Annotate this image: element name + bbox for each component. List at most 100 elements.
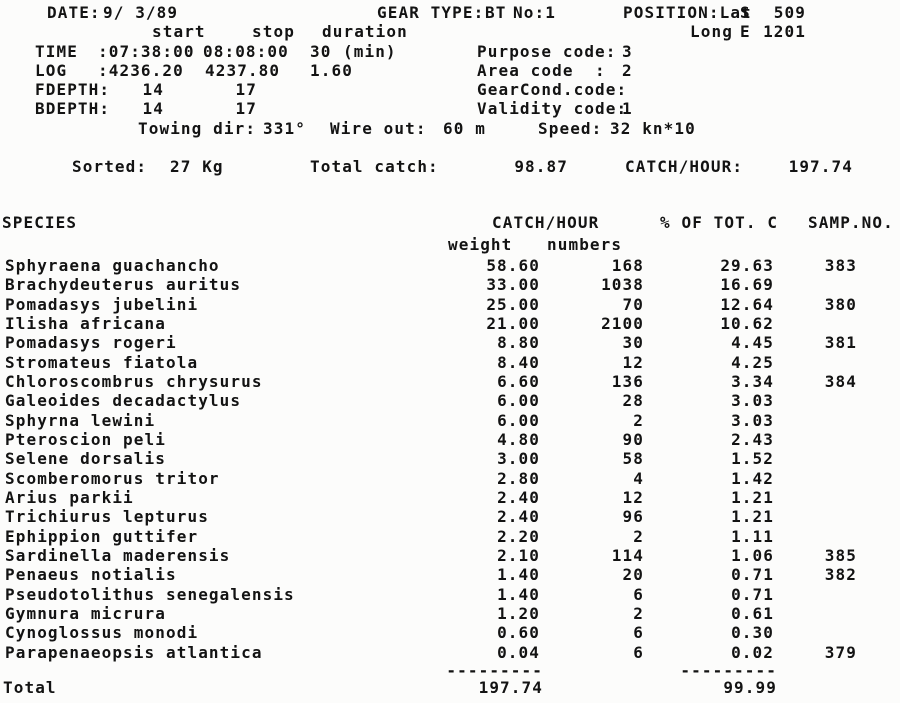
area-code-label: Area code (477, 61, 574, 80)
speed-value: 32 kn*10 (610, 119, 696, 138)
species-column-header: SPECIES (2, 213, 78, 232)
samp-no-value: 381 (824, 333, 857, 352)
weight-value: 1.20 (497, 604, 540, 623)
pct-value: 1.21 (731, 507, 774, 526)
species-name: Sphyrna lewini (5, 411, 156, 430)
weight-value: 1.40 (497, 565, 540, 584)
pct-value: 4.25 (731, 353, 774, 372)
species-name: Parapenaeopsis atlantica (5, 643, 263, 662)
species-name: Sphyraena guachancho (5, 256, 220, 275)
table-row: Brachydeuterus auritus 33.00 1038 16.69 (0, 275, 900, 295)
pct-value: 2.43 (731, 430, 774, 449)
weight-value: 8.40 (497, 353, 540, 372)
purpose-code-value: 3 (622, 42, 633, 61)
table-row: Arius parkii 2.40 12 1.21 (0, 488, 900, 508)
samp-no-column-header: SAMP.NO. (808, 213, 894, 232)
log-stop: 4237.80 (205, 61, 281, 80)
validity-code-label: Validity code: (477, 99, 628, 118)
date-value: 9/ 3/89 (103, 3, 179, 22)
long-value: 1201 (763, 22, 806, 41)
pct-value: 16.69 (720, 275, 774, 294)
pct-value: 0.61 (731, 604, 774, 623)
table-row: Pteroscion peli 4.80 90 2.43 (0, 430, 900, 450)
time-stop: 08:08:00 (203, 42, 289, 61)
numbers-value: 114 (611, 546, 644, 565)
pct-value: 0.02 (731, 643, 774, 662)
pct-total-divider: --------- (680, 661, 777, 680)
date-label: DATE: (47, 3, 101, 22)
table-row: Ephippion guttifer 2.20 2 1.11 (0, 527, 900, 547)
validity-code-value: 1 (622, 99, 633, 118)
pct-tot-column-header: % OF TOT. C (660, 213, 779, 232)
weight-value: 6.60 (497, 372, 540, 391)
fdepth-label: FDEPTH: (35, 80, 111, 99)
table-row: Pseudotolithus senegalensis 1.40 6 0.71 (0, 585, 900, 605)
species-name: Selene dorsalis (5, 449, 166, 468)
fdepth-start: 14 (142, 80, 164, 99)
sorted-label: Sorted: (72, 157, 148, 176)
pct-value: 4.45 (731, 333, 774, 352)
weight-value: 2.40 (497, 488, 540, 507)
species-name: Galeoides decadactylus (5, 391, 242, 410)
lat-value: 509 (773, 3, 806, 22)
total-row-label: Total (3, 678, 57, 697)
weight-value: 2.20 (497, 527, 540, 546)
weight-value: 2.10 (497, 546, 540, 565)
weight-value: 6.00 (497, 411, 540, 430)
numbers-value: 6 (633, 623, 644, 642)
numbers-value: 20 (622, 565, 644, 584)
numbers-value: 168 (611, 256, 644, 275)
table-row: Pomadasys jubelini 25.00 70 12.64 380 (0, 295, 900, 315)
species-name: Stromateus fiatola (5, 353, 199, 372)
species-name: Cynoglossus monodi (5, 623, 199, 642)
table-row: Cynoglossus monodi 0.60 6 0.30 (0, 623, 900, 643)
numbers-value: 2 (633, 604, 644, 623)
species-name: Ilisha africana (5, 314, 166, 333)
numbers-value: 70 (622, 295, 644, 314)
pct-value: 3.03 (731, 411, 774, 430)
area-code-colon: : (595, 61, 606, 80)
numbers-value: 90 (622, 430, 644, 449)
weight-value: 33.00 (486, 275, 540, 294)
species-name: Scomberomorus tritor (5, 469, 220, 488)
pct-value: 1.21 (731, 488, 774, 507)
species-name: Pseudotolithus senegalensis (5, 585, 295, 604)
pct-value: 0.71 (731, 585, 774, 604)
lat-hemisphere: S (740, 3, 751, 22)
weight-value: 2.40 (497, 507, 540, 526)
area-code-value: 2 (622, 61, 633, 80)
table-row: Trichiurus lepturus 2.40 96 1.21 (0, 507, 900, 527)
samp-no-value: 382 (824, 565, 857, 584)
table-row: Selene dorsalis 3.00 58 1.52 (0, 449, 900, 469)
table-row: Parapenaeopsis atlantica 0.04 6 0.02 379 (0, 643, 900, 663)
log-start: :4236.20 (98, 61, 184, 80)
species-name: Pomadasys jubelini (5, 295, 199, 314)
weight-subheader: weight (448, 235, 513, 254)
numbers-value: 1038 (601, 275, 644, 294)
species-name: Pteroscion peli (5, 430, 166, 449)
bdepth-start: 14 (142, 99, 164, 118)
weight-value: 0.60 (497, 623, 540, 642)
table-row: Sphyraena guachancho 58.60 168 29.63 383 (0, 256, 900, 276)
time-unit: (min) (343, 42, 397, 61)
gear-number: No:1 (513, 3, 556, 22)
species-name: Trichiurus lepturus (5, 507, 209, 526)
col-stop-label: stop (252, 22, 295, 41)
col-start-label: start (152, 22, 206, 41)
long-hemisphere: E (740, 22, 751, 41)
wire-out-label: Wire out: (330, 119, 427, 138)
weight-value: 8.80 (497, 333, 540, 352)
pct-value: 0.71 (731, 565, 774, 584)
table-row: Penaeus notialis 1.40 20 0.71 382 (0, 565, 900, 585)
col-duration-label: duration (322, 22, 408, 41)
speed-label: Speed: (538, 119, 603, 138)
time-duration: 30 (310, 42, 332, 61)
long-label: Long (690, 22, 733, 41)
weight-value: 21.00 (486, 314, 540, 333)
table-row: Stromateus fiatola 8.40 12 4.25 (0, 353, 900, 373)
time-start: :07:38:00 (98, 42, 195, 61)
numbers-value: 58 (622, 449, 644, 468)
time-label: TIME (35, 42, 78, 61)
weight-value: 1.40 (497, 585, 540, 604)
